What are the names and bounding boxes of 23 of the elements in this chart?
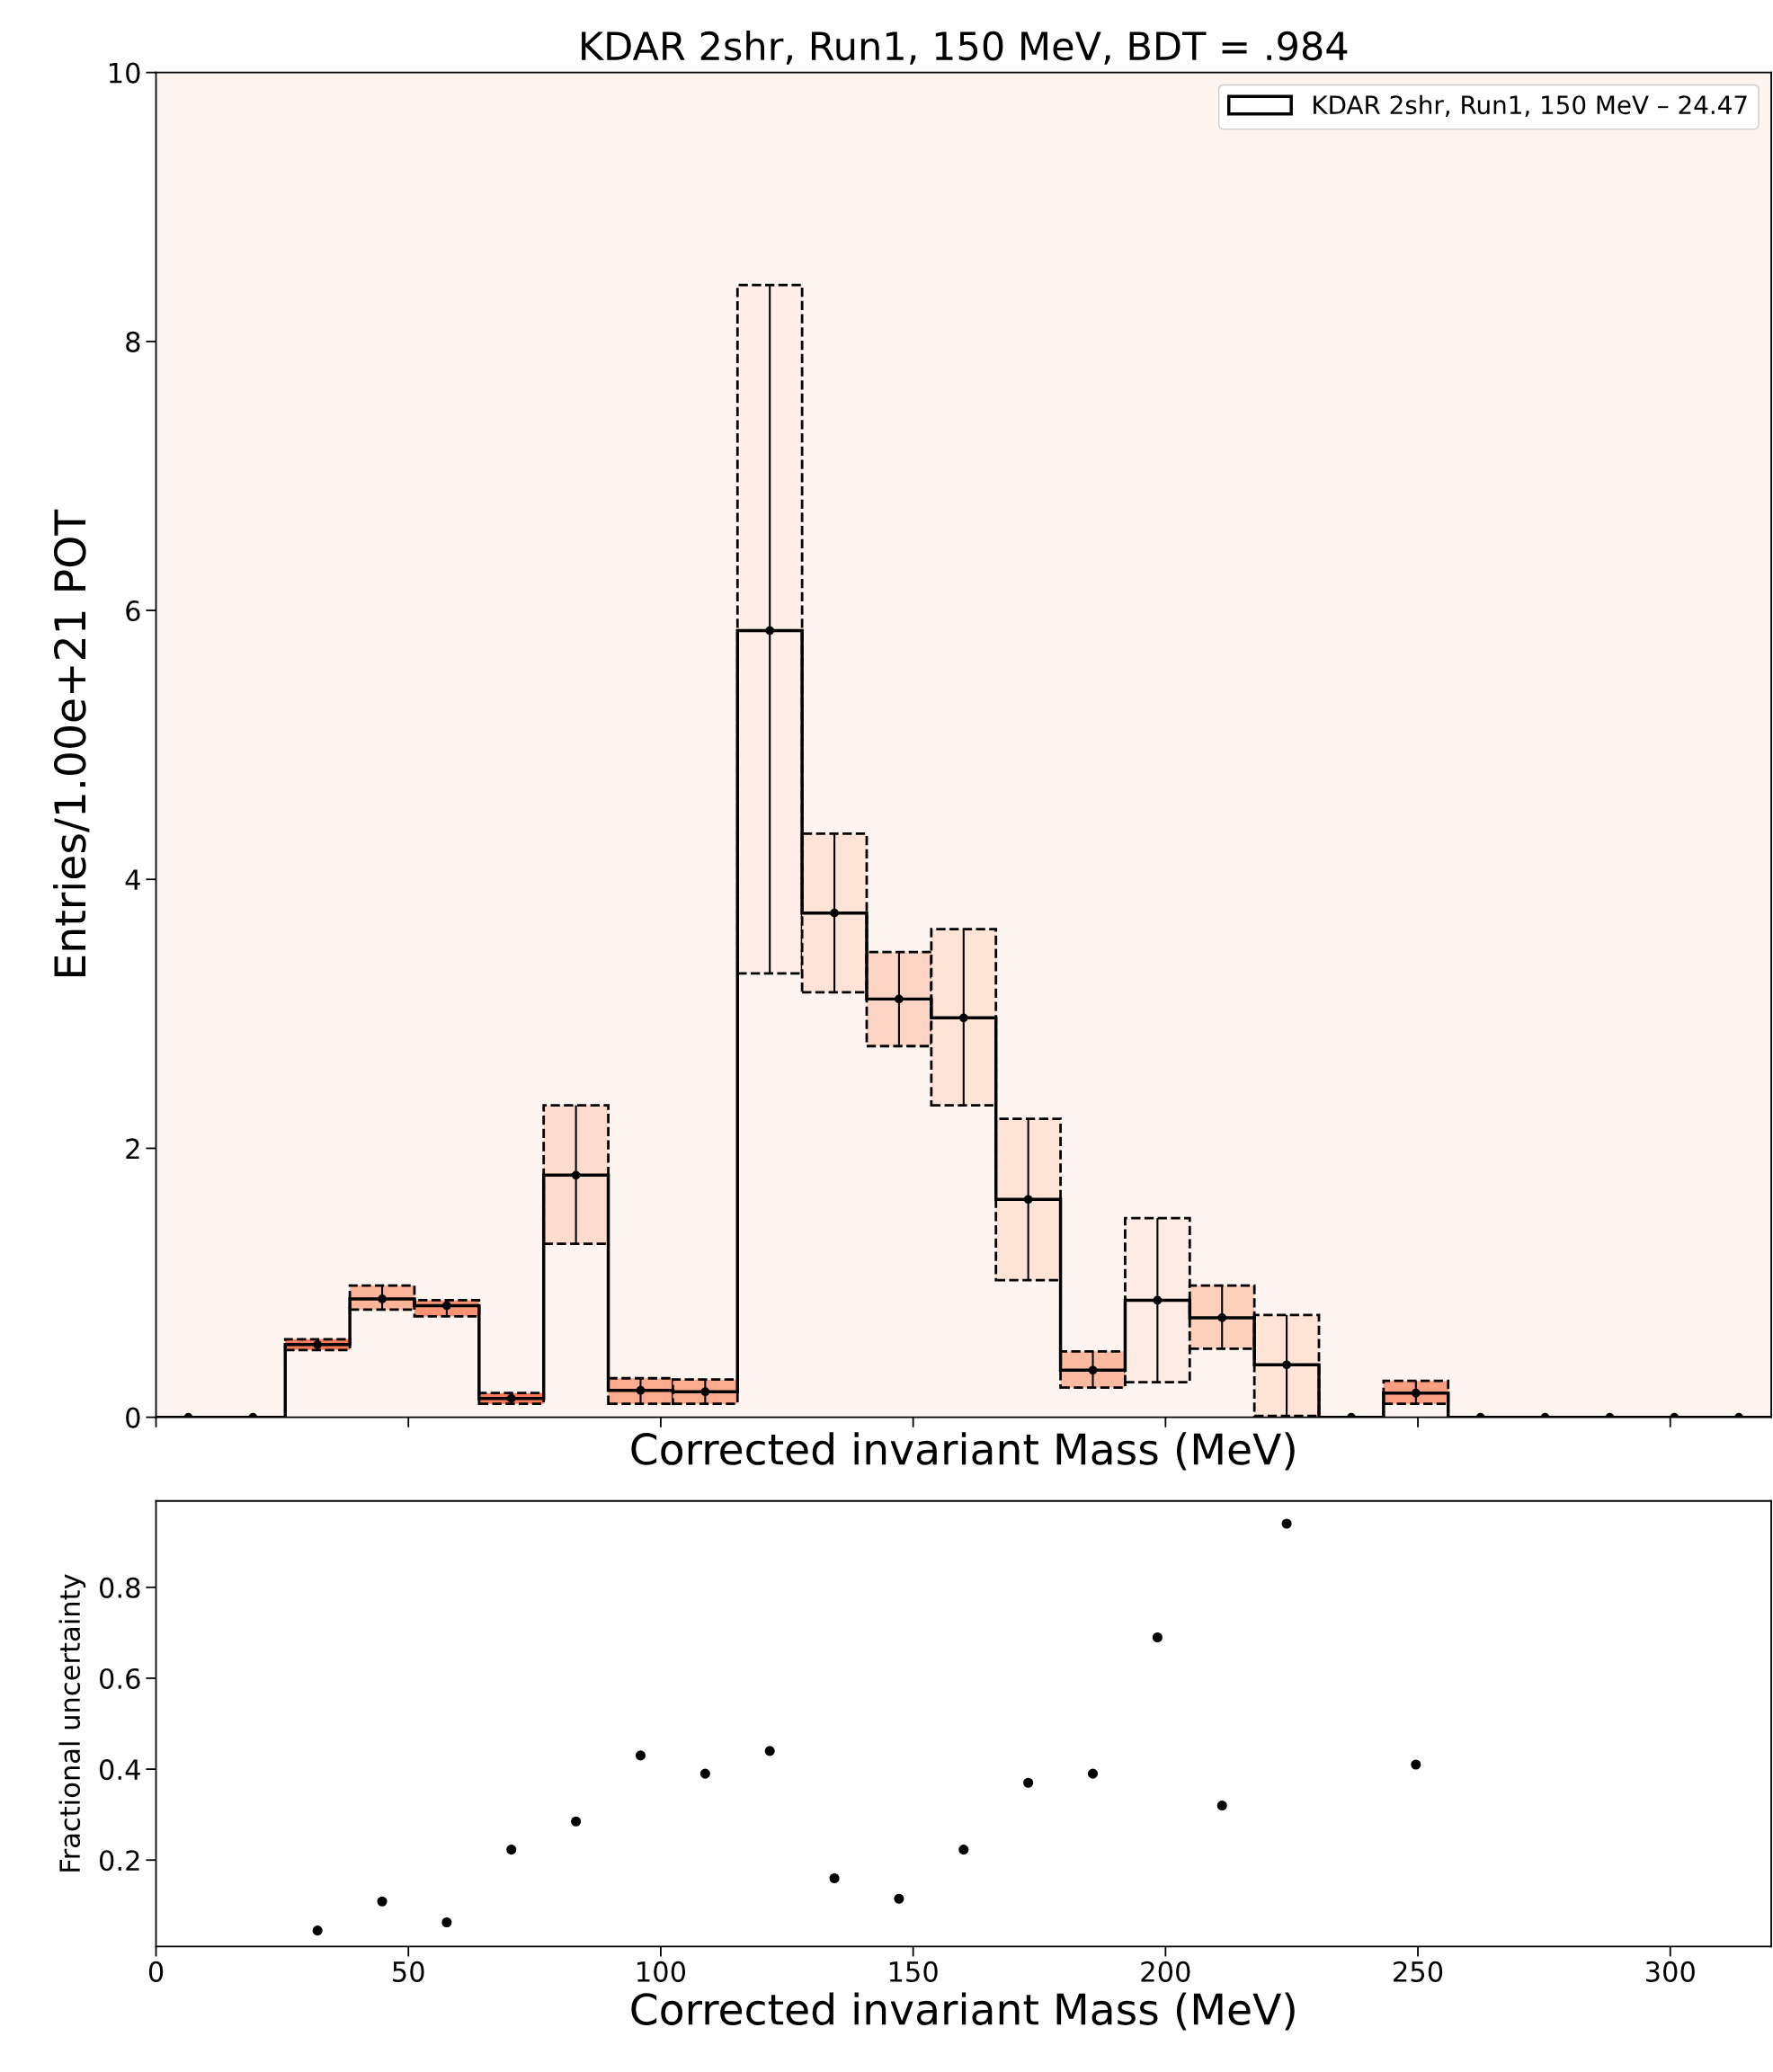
x-tick-label: 50: [393, 1961, 424, 1982]
y-tick-label: 6: [126, 600, 140, 622]
x-tick-label: 200: [1141, 1961, 1190, 1982]
y-tick-label: 10: [110, 62, 140, 84]
y-tick-label: 0.6: [99, 1667, 140, 1689]
y-tick-label: 0.8: [99, 1577, 140, 1598]
y-axis-title: Entries/1.00e+21 POT: [53, 509, 90, 976]
y-tick-label: 4: [125, 869, 140, 890]
y-tick-label: 0: [126, 1407, 140, 1428]
legend-label: KDAR 2shr, Run1, 150 MeV – 24.47: [1314, 94, 1747, 118]
x-tick-label: 150: [889, 1961, 938, 1982]
x-tick-label: 100: [637, 1961, 686, 1982]
x-tick-label: 250: [1394, 1961, 1443, 1982]
x-axis-title: Corrected invariant Mass (MeV): [631, 1432, 1295, 1471]
chart-title: KDAR 2shr, Run1, 150 MeV, BDT = .984: [582, 31, 1348, 65]
y-tick-label: 8: [126, 331, 140, 352]
x-tick-label: 0: [148, 1961, 164, 1982]
x-tick-label: 300: [1645, 1961, 1695, 1982]
y-tick-label: 0.4: [99, 1759, 140, 1781]
y-tick-label: 0.2: [99, 1850, 139, 1872]
y-axis-title: Fractional uncertainty: [58, 1574, 86, 1872]
x-axis-title: Corrected invariant Mass (MeV): [631, 1992, 1295, 2031]
y-tick-label: 2: [126, 1138, 139, 1160]
